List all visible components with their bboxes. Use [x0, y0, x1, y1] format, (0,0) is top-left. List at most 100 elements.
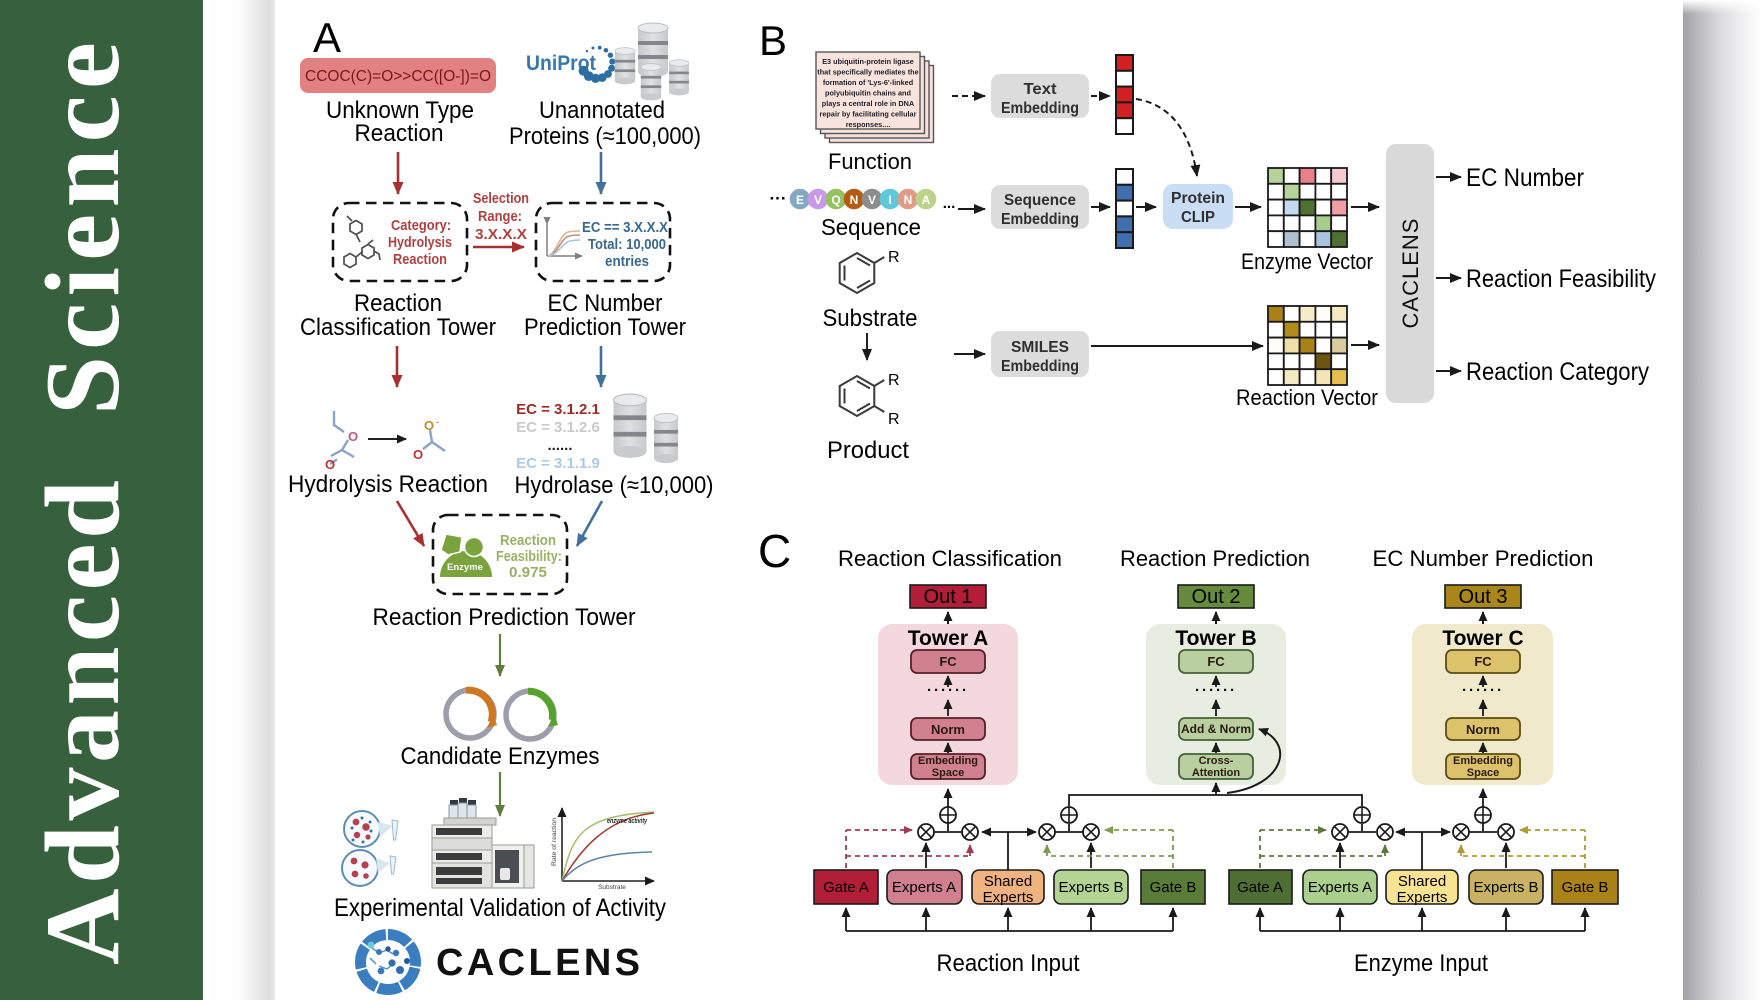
svg-text:Reaction: Reaction [500, 532, 556, 549]
svg-text:Selection: Selection [473, 190, 529, 207]
svg-text:EC = 3.1.1.9: EC = 3.1.1.9 [516, 455, 600, 472]
svg-text:3.X.X.X: 3.X.X.X [475, 226, 527, 243]
svg-text:O: O [413, 447, 423, 462]
svg-text:Enzyme Input: Enzyme Input [1354, 950, 1488, 977]
svg-text:Reaction Prediction: Reaction Prediction [1120, 546, 1310, 571]
svg-text:EC = 3.1.2.6: EC = 3.1.2.6 [516, 419, 600, 436]
svg-text:Norm: Norm [931, 722, 965, 737]
svg-text:......: ...... [547, 437, 572, 454]
svg-text:A: A [313, 14, 341, 61]
svg-text:N: N [904, 193, 913, 207]
svg-text:EC Number: EC Number [548, 290, 663, 317]
svg-text:······: ······ [927, 682, 969, 699]
svg-text:...: ... [943, 195, 956, 212]
svg-text:EC Number Prediction: EC Number Prediction [1373, 546, 1594, 571]
svg-text:Unknown Type: Unknown Type [326, 97, 474, 124]
svg-text:CACLENS: CACLENS [436, 942, 644, 984]
svg-text:A: A [922, 193, 931, 207]
svg-text:Experts A: Experts A [1308, 879, 1372, 896]
svg-text:Shared: Shared [1398, 873, 1446, 890]
svg-text:formation of 'Lys-6'-linked: formation of 'Lys-6'-linked [823, 78, 913, 87]
svg-text:Rate of reaction: Rate of reaction [551, 818, 558, 866]
svg-text:R: R [888, 372, 900, 389]
svg-text:Experts A: Experts A [892, 879, 956, 896]
svg-text:Tower A: Tower A [908, 627, 989, 650]
svg-text:Reaction Prediction Tower: Reaction Prediction Tower [373, 604, 636, 631]
svg-text:Reaction Feasibility: Reaction Feasibility [1466, 265, 1656, 293]
svg-text:Embedding: Embedding [1001, 358, 1079, 375]
svg-text:Sequence: Sequence [1004, 192, 1076, 209]
svg-text:FC: FC [939, 654, 957, 669]
svg-text:Sequence: Sequence [821, 214, 921, 240]
svg-text:Experts: Experts [1397, 889, 1448, 906]
svg-text:-: - [436, 417, 439, 427]
svg-text:responses....: responses.... [846, 120, 891, 129]
svg-text:Space: Space [1467, 767, 1499, 779]
svg-text:Proteins (≈100,000): Proteins (≈100,000) [509, 123, 701, 150]
svg-text:Text: Text [1024, 81, 1058, 98]
svg-text:I: I [888, 193, 891, 207]
svg-text:Category:: Category: [391, 217, 451, 234]
svg-text:Range:: Range: [478, 208, 522, 225]
svg-text:···: ··· [770, 189, 787, 208]
svg-text:Gate A: Gate A [1237, 879, 1283, 896]
svg-text:C: C [758, 525, 791, 577]
svg-text:UniProt: UniProt [526, 52, 596, 75]
svg-text:Out 3: Out 3 [1459, 586, 1508, 608]
svg-text:V: V [814, 193, 822, 207]
svg-text:EC == 3.X.X.X: EC == 3.X.X.X [582, 220, 668, 236]
svg-text:Tower B: Tower B [1175, 627, 1256, 650]
svg-text:B: B [759, 17, 787, 64]
svg-text:Protein: Protein [1171, 190, 1225, 207]
svg-text:repair by facilitating cellula: repair by facilitating cellular [820, 110, 917, 119]
svg-text:CACLENS: CACLENS [1398, 218, 1423, 329]
svg-text:Substrate: Substrate [823, 305, 918, 332]
svg-text:Hydrolysis: Hydrolysis [388, 234, 452, 251]
svg-text:Embedding: Embedding [918, 755, 978, 767]
svg-text:Reaction: Reaction [393, 251, 447, 268]
svg-text:Cross-: Cross- [1199, 755, 1234, 767]
svg-text:······: ······ [1462, 682, 1504, 699]
svg-text:Tower C: Tower C [1442, 627, 1523, 650]
svg-text:Space: Space [932, 767, 964, 779]
svg-text:Reaction Vector: Reaction Vector [1236, 385, 1378, 410]
svg-text:V: V [868, 193, 876, 207]
svg-text:Prediction Tower: Prediction Tower [524, 314, 686, 341]
svg-text:O: O [424, 418, 434, 433]
svg-text:Embedding: Embedding [1001, 211, 1079, 228]
svg-text:Shared: Shared [984, 873, 1032, 890]
svg-text:Gate A: Gate A [823, 879, 869, 896]
svg-text:Substrate: Substrate [598, 884, 626, 891]
svg-text:Feasibility:: Feasibility: [496, 548, 562, 565]
svg-text:Total: 10,000: Total: 10,000 [588, 237, 666, 253]
svg-text:Science: Science [24, 42, 141, 415]
svg-text:Reaction: Reaction [354, 290, 442, 317]
svg-text:SMILES: SMILES [1011, 339, 1069, 356]
svg-text:plays a central role in DNA: plays a central role in DNA [822, 99, 915, 108]
svg-text:Hydrolysis Reaction: Hydrolysis Reaction [288, 471, 488, 498]
svg-text:Embedding: Embedding [1453, 755, 1513, 767]
svg-text:Out 2: Out 2 [1192, 586, 1241, 608]
svg-text:0.975: 0.975 [509, 564, 547, 581]
svg-text:Reaction Classification: Reaction Classification [838, 546, 1062, 571]
svg-text:Hydrolase (≈10,000): Hydrolase (≈10,000) [515, 472, 714, 499]
svg-text:polyubiquitin chains and: polyubiquitin chains and [825, 89, 911, 98]
svg-text:enzyme activity: enzyme activity [607, 818, 648, 825]
svg-text:E3 ubiquitin-protein ligase: E3 ubiquitin-protein ligase [822, 57, 914, 66]
svg-text:Gate B: Gate B [1562, 879, 1609, 896]
svg-text:Attention: Attention [1192, 767, 1241, 779]
svg-text:CCOC(C)=O>>CC([O-])=O: CCOC(C)=O>>CC([O-])=O [305, 68, 491, 85]
svg-text:Classification Tower: Classification Tower [300, 314, 496, 341]
svg-text:Reaction: Reaction [355, 120, 444, 147]
svg-text:Advanced: Advanced [24, 480, 141, 965]
svg-text:FC: FC [1207, 654, 1225, 669]
svg-text:Experts B: Experts B [1058, 879, 1123, 896]
svg-text:entries: entries [605, 254, 649, 270]
svg-text:Candidate Enzymes: Candidate Enzymes [401, 743, 600, 770]
svg-text:that specifically mediates the: that specifically mediates the [817, 68, 918, 77]
svg-text:Function: Function [828, 149, 912, 174]
svg-text:Unannotated: Unannotated [539, 97, 665, 124]
svg-text:Add & Norm: Add & Norm [1181, 722, 1251, 736]
svg-text:Out 1: Out 1 [924, 586, 973, 608]
svg-text:E: E [796, 193, 804, 207]
